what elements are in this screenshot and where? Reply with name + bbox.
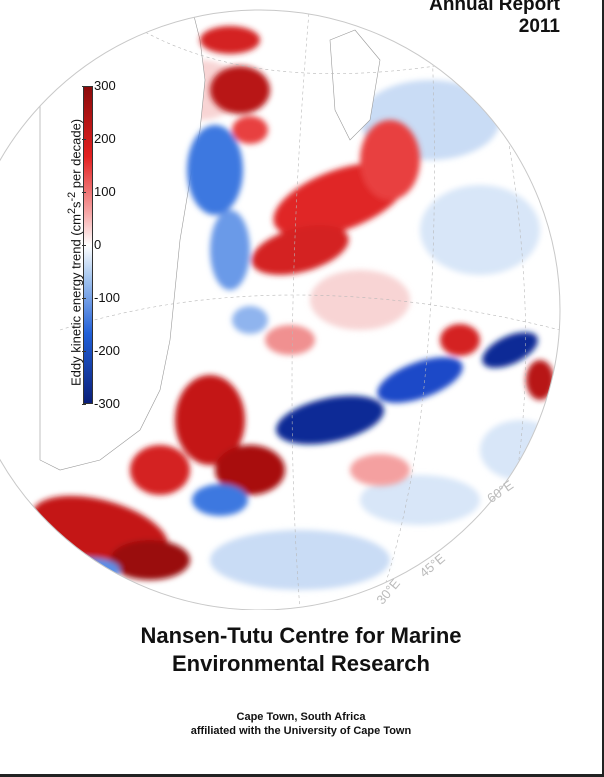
colorbar-tick: 300 [82,78,116,93]
organization-info: Cape Town, South Africa affiliated with … [0,710,602,738]
organization-affiliation: affiliated with the University of Cape T… [190,725,412,737]
report-year: 2011 [518,16,560,37]
africa-landmass [39,10,206,471]
colorbar-label-sup1: 2 [66,208,78,215]
ekе-trend-map [0,9,561,610]
colorbar-label-suffix: per decade) [68,118,84,192]
colorbar-label-sup2: -2 [66,191,78,202]
report-title-line1: Annual Report [429,0,560,15]
report-title: Annual Report 2011 [429,0,560,38]
colorbar-tick: -100 [81,290,121,305]
organization-name: Nansen-Tutu Centre for Marine Environmen… [0,622,602,678]
map-figure [0,9,561,610]
field-strong [31,26,554,582]
colorbar-label-mid: s [68,201,84,209]
colorbar-label: Eddy kinetic energy trend (cm2s-2 per de… [66,119,83,386]
globe [31,10,560,610]
colorbar-tick: -300 [81,396,121,411]
colorbar-label-prefix: Eddy kinetic energy trend (cm [68,214,84,386]
colorbar-tick: 100 [82,184,116,199]
madagascar [329,29,381,141]
colorbar-tick: 0 [81,237,102,252]
globe-outline [0,9,561,610]
colorbar-ticks: 300 200 100 0 -100 -200 -300 [81,79,134,411]
organization-name-line2: Environmental Research [172,651,430,676]
organization-location: Cape Town, South Africa [236,711,366,723]
organization-name-line1: Nansen-Tutu Centre for Marine [140,623,462,648]
colorbar-tick: -200 [81,343,121,358]
colorbar-tick: 200 [82,131,116,146]
